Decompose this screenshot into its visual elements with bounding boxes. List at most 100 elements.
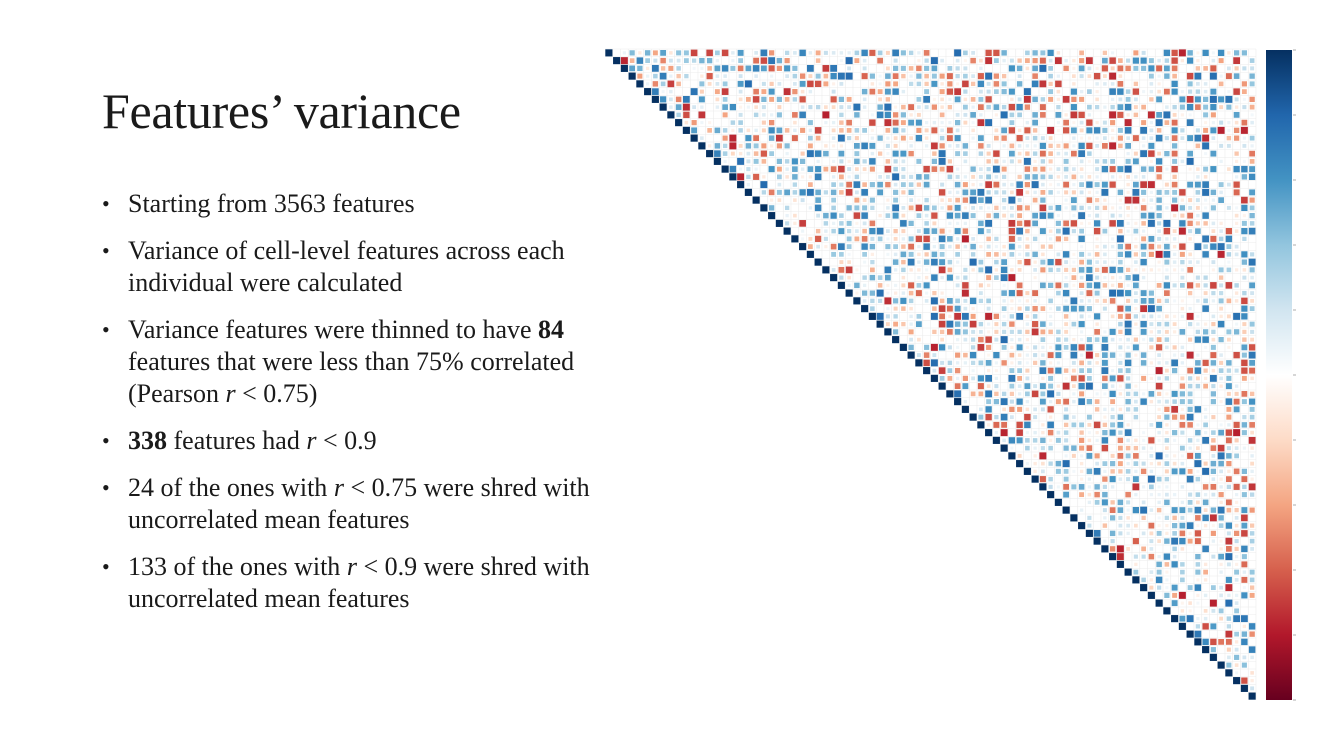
correlation-cell xyxy=(669,51,673,55)
correlation-cell xyxy=(792,112,798,118)
bullet-dot: • xyxy=(102,238,110,263)
correlation-cell xyxy=(1164,562,1170,567)
bullet-text: 133 of the ones with xyxy=(128,552,347,581)
correlation-cell xyxy=(1203,523,1208,528)
correlation-cell xyxy=(862,198,867,203)
correlation-cell xyxy=(699,57,705,64)
correlation-cell xyxy=(746,128,751,133)
correlation-cell xyxy=(1180,259,1185,265)
correlation-cell xyxy=(1132,483,1140,491)
correlation-cell xyxy=(938,266,946,274)
correlation-cell xyxy=(962,143,969,149)
correlation-cell xyxy=(730,151,735,156)
correlation-cell xyxy=(977,344,985,351)
correlation-cell xyxy=(924,65,930,71)
correlation-cell xyxy=(1033,345,1038,350)
correlation-cell xyxy=(1147,181,1155,189)
correlation-cell xyxy=(646,82,650,86)
correlation-cell xyxy=(954,305,961,312)
correlation-cell xyxy=(823,81,829,87)
correlation-cell xyxy=(714,65,721,72)
correlation-cell xyxy=(1241,297,1248,305)
correlation-cell xyxy=(1048,151,1053,156)
correlation-cell xyxy=(1147,305,1155,313)
correlation-cell xyxy=(1063,181,1070,188)
correlation-cell xyxy=(832,144,836,148)
correlation-cell xyxy=(893,81,899,87)
correlation-cell xyxy=(862,58,867,63)
correlation-cell xyxy=(1010,361,1014,365)
correlation-matrix xyxy=(605,48,1257,700)
correlation-cell xyxy=(932,151,937,156)
correlation-cell xyxy=(1234,283,1239,288)
correlation-cell xyxy=(977,135,984,142)
correlation-cell xyxy=(1078,398,1085,405)
correlation-cell xyxy=(1217,243,1225,251)
correlation-cell xyxy=(1102,491,1108,498)
correlation-cell xyxy=(1196,314,1200,318)
correlation-cell xyxy=(1134,469,1138,474)
correlation-cell xyxy=(1024,258,1031,266)
correlation-cell xyxy=(1227,469,1231,474)
correlation-cell xyxy=(1125,143,1131,149)
correlation-cell xyxy=(892,119,899,126)
correlation-cell xyxy=(1234,299,1239,303)
correlation-cell xyxy=(1149,345,1154,350)
correlation-cell xyxy=(1196,446,1200,450)
correlation-cell xyxy=(1187,406,1193,412)
correlation-cell xyxy=(1202,359,1209,366)
correlation-cell xyxy=(1079,275,1084,280)
correlation-cell xyxy=(1180,485,1185,489)
correlation-cell xyxy=(1079,461,1084,466)
correlation-cell xyxy=(1140,258,1147,266)
correlation-cell xyxy=(1049,307,1053,311)
correlation-cell xyxy=(845,72,853,80)
correlation-cell xyxy=(1203,383,1209,389)
correlation-cell xyxy=(676,81,681,87)
correlation-cell xyxy=(1087,136,1091,140)
correlation-cell xyxy=(862,159,867,164)
correlation-cell xyxy=(1219,353,1223,357)
correlation-cell xyxy=(760,65,767,72)
correlation-cell xyxy=(917,244,921,249)
correlation-cell xyxy=(1009,368,1015,374)
correlation-cell xyxy=(1210,127,1217,134)
correlation-cell xyxy=(986,167,991,172)
correlation-cell xyxy=(1017,74,1022,79)
correlation-cell xyxy=(738,143,743,148)
correlation-cell xyxy=(869,243,876,250)
correlation-cell xyxy=(1196,438,1200,443)
correlation-cell xyxy=(1249,96,1255,103)
correlation-cell xyxy=(1225,584,1233,592)
correlation-cell xyxy=(1140,360,1147,366)
correlation-cell xyxy=(1157,268,1161,272)
correlation-cell xyxy=(1203,291,1208,296)
correlation-cell xyxy=(1126,174,1131,179)
correlation-cell xyxy=(1126,283,1130,287)
correlation-cell xyxy=(1187,135,1194,142)
correlation-cell xyxy=(963,97,968,102)
correlation-cell xyxy=(1171,204,1179,212)
correlation-cell xyxy=(1118,353,1122,357)
correlation-cell xyxy=(947,259,953,265)
correlation-cell xyxy=(1126,205,1131,210)
correlation-cell xyxy=(1171,65,1178,72)
correlation-cell xyxy=(1085,351,1093,359)
correlation-cell xyxy=(1209,514,1217,522)
correlation-cell xyxy=(1173,314,1177,318)
correlation-cell xyxy=(985,119,993,127)
correlation-cell xyxy=(1080,245,1084,249)
correlation-cell xyxy=(1180,361,1185,365)
diagonal-cell xyxy=(1186,630,1194,638)
correlation-cell xyxy=(1141,577,1146,583)
correlation-cell xyxy=(1063,127,1070,134)
correlation-cell xyxy=(986,81,991,86)
correlation-cell xyxy=(1249,398,1256,405)
correlation-cell xyxy=(1071,321,1077,327)
correlation-cell xyxy=(1233,57,1240,64)
correlation-cell xyxy=(1110,539,1115,544)
diagonal-cell xyxy=(721,165,729,173)
correlation-cell xyxy=(963,73,968,79)
correlation-cell xyxy=(806,150,814,158)
correlation-cell xyxy=(869,73,875,79)
